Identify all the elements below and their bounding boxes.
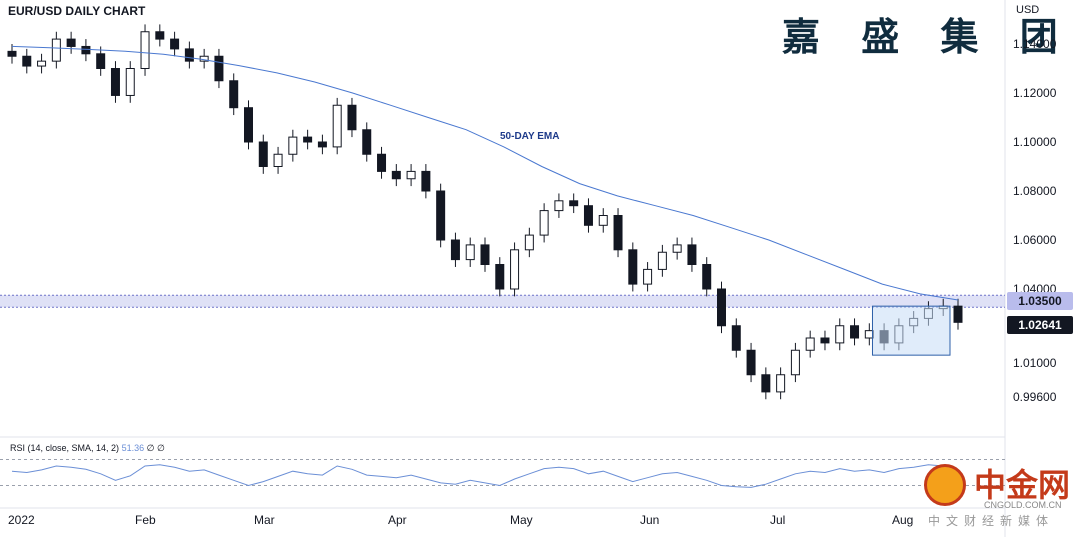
candle-body	[37, 60, 47, 67]
candle-body	[554, 200, 564, 212]
candle-body	[391, 170, 401, 180]
rsi-label-suffix: ∅ ∅	[146, 443, 165, 453]
x-tick-label: Apr	[388, 513, 407, 527]
candle-body	[22, 55, 32, 67]
candle-body	[110, 68, 120, 96]
y-tick-label: 1.06000	[1013, 233, 1057, 247]
candle-body	[643, 268, 653, 285]
x-tick-label: Aug	[892, 513, 914, 527]
candle-body	[850, 325, 860, 339]
candle-body	[288, 136, 298, 155]
x-tick-label: Jun	[640, 513, 660, 527]
candle-body	[805, 337, 815, 351]
candle-body	[362, 129, 372, 155]
candle-body	[96, 53, 106, 69]
candle-body	[583, 205, 593, 226]
candle-body	[66, 38, 76, 47]
rsi-line	[11, 464, 959, 488]
candle-body	[125, 68, 135, 96]
candle-body	[81, 45, 91, 55]
candle-body	[657, 251, 667, 270]
y-tick-label: 1.12000	[1013, 86, 1057, 100]
candle-body	[717, 288, 726, 327]
y-tick-label: 0.99600	[1013, 389, 1057, 404]
rsi-label-prefix: RSI (14, close, SMA, 14, 2)	[10, 443, 120, 453]
candle-body	[303, 136, 313, 143]
x-tick-label: 2022	[8, 513, 35, 527]
candle-body	[702, 264, 712, 290]
candle-body	[953, 305, 963, 323]
candle-body	[790, 349, 800, 376]
candle-body	[746, 349, 756, 376]
candle-body	[465, 244, 475, 261]
candle-body	[569, 200, 579, 207]
y-tick-label: 1.14000	[1013, 37, 1057, 51]
consolidation-box	[871, 305, 951, 356]
support-band	[0, 295, 1005, 308]
rsi-label: RSI (14, close, SMA, 14, 2) 51.36 ∅ ∅	[10, 443, 165, 454]
candle-body	[628, 249, 638, 285]
rsi-value: 51.36	[121, 443, 145, 453]
candle-body	[406, 170, 416, 180]
candle-body	[480, 244, 490, 265]
price-tag: 1.03500	[1007, 292, 1073, 311]
candle-body	[436, 190, 446, 241]
chart-title: EUR/USD DAILY CHART	[8, 4, 146, 18]
cngold-logo-icon	[924, 464, 966, 506]
candle-body	[332, 104, 342, 148]
candle-body	[761, 374, 771, 393]
x-tick-label: Feb	[135, 513, 156, 527]
price-tag: 1.02641	[1007, 316, 1073, 335]
candle-body	[495, 264, 505, 290]
candle-body	[273, 153, 283, 167]
candle-body	[820, 337, 830, 344]
candle-body	[155, 31, 165, 40]
candle-body	[613, 215, 623, 251]
candle-body	[140, 31, 150, 69]
watermark-url: CNGOLD.COM.CN	[984, 500, 1062, 510]
candle-body	[524, 234, 534, 251]
candle-body	[835, 325, 845, 344]
candle-body	[317, 141, 327, 148]
candle-body	[214, 55, 224, 82]
y-tick-label: 1.10000	[1013, 135, 1057, 149]
candle-body	[229, 80, 239, 109]
candle-body	[170, 38, 180, 50]
candle-body	[7, 50, 17, 57]
candle-body	[347, 104, 357, 131]
candle-body	[687, 244, 697, 265]
candle-body	[731, 325, 741, 351]
x-tick-label: Jul	[770, 513, 786, 527]
ema-line	[11, 45, 959, 301]
candle-body	[598, 215, 608, 226]
candle-body	[51, 38, 61, 62]
candle-body	[776, 374, 786, 393]
ema-label: 50-DAY EMA	[500, 131, 560, 142]
candle-body	[421, 170, 431, 192]
y-tick-label: 1.01000	[1013, 355, 1057, 370]
candle-body	[672, 244, 682, 253]
candle-body	[244, 107, 253, 143]
candle-body	[539, 210, 549, 236]
brand-logo-text: 嘉 盛 集 团	[782, 14, 1072, 59]
x-tick-label: Mar	[254, 513, 275, 527]
candle-body	[377, 153, 387, 172]
y-tick-label: 1.08000	[1013, 184, 1057, 198]
price-unit: USD	[1016, 4, 1040, 16]
candle-body	[510, 249, 520, 290]
candle-body	[450, 239, 460, 261]
candle-body	[184, 48, 194, 62]
x-tick-label: May	[510, 513, 533, 527]
candle-body	[258, 141, 268, 167]
watermark-subtitle: 中文财经新媒体	[928, 514, 1055, 528]
watermark-text: 中金网	[974, 467, 1071, 503]
watermark: 中金网 CNGOLD.COM.CN 中文财经新媒体	[920, 462, 1080, 532]
